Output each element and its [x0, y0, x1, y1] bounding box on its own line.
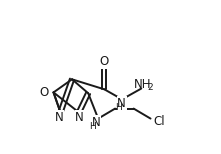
Text: 2: 2 — [147, 83, 152, 91]
Text: O: O — [39, 86, 48, 99]
Text: H: H — [115, 103, 122, 111]
Text: N: N — [75, 111, 84, 124]
Text: NH: NH — [134, 78, 152, 91]
Text: N: N — [55, 111, 64, 124]
Text: H: H — [90, 122, 96, 131]
Text: N: N — [91, 116, 100, 129]
Text: Cl: Cl — [153, 116, 165, 128]
Text: N: N — [117, 97, 126, 110]
Text: O: O — [100, 55, 109, 68]
